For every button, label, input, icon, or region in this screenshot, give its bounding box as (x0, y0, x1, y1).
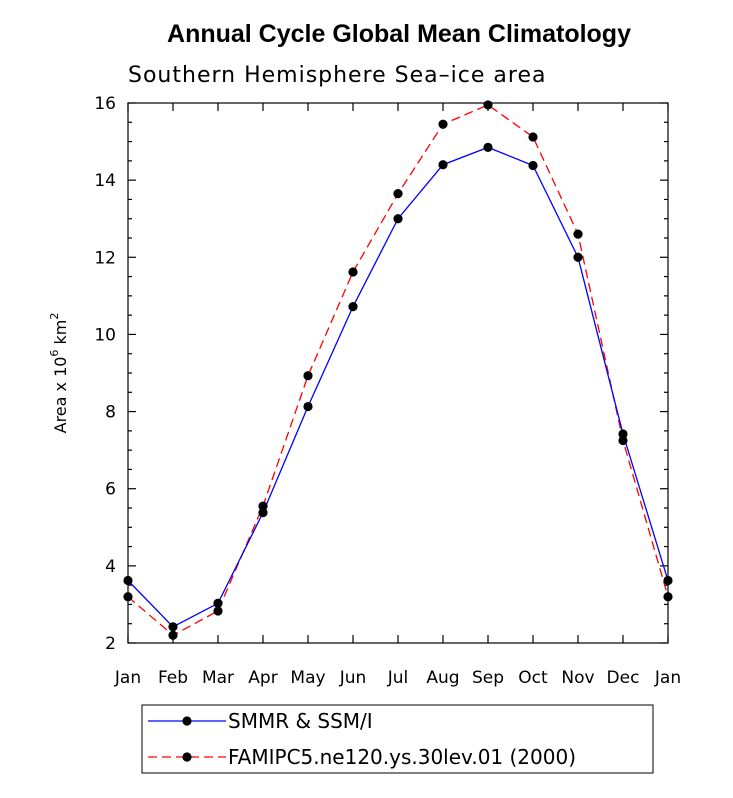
y-tick-label: 16 (94, 94, 116, 114)
data-point (573, 252, 583, 262)
y-axis-label-base: Area x 10 (51, 357, 70, 434)
data-point (483, 100, 493, 110)
y-tick-label: 8 (105, 403, 116, 423)
data-point (438, 119, 448, 129)
y-axis-label-mid: km (51, 320, 70, 350)
data-point (393, 189, 403, 199)
x-tick-label: Apr (248, 668, 277, 688)
data-point (663, 592, 673, 602)
y-tick-label: 12 (94, 248, 116, 268)
data-point (663, 575, 673, 586)
x-tick-label: Mar (202, 668, 234, 688)
y-axis-label-exp2: 2 (48, 313, 61, 320)
data-point (213, 606, 223, 616)
y-tick-label: 14 (94, 171, 116, 191)
data-point (348, 267, 358, 277)
series-line (127, 104, 669, 637)
y-tick-label: 4 (105, 557, 116, 577)
data-point (123, 575, 133, 586)
data-point (258, 501, 268, 511)
data-point (303, 401, 313, 412)
data-point (528, 132, 538, 142)
x-tick-label: Dec (607, 668, 640, 688)
chart-title: Annual Cycle Global Mean Climatology (167, 20, 631, 48)
data-point (528, 160, 538, 171)
data-point (618, 435, 628, 446)
y-tick-label: 2 (105, 634, 116, 654)
legend-box (141, 704, 654, 774)
x-tick-label: Feb (158, 668, 188, 688)
data-point (618, 429, 628, 439)
legend-label: SMMR & SSM/I (228, 709, 373, 733)
legend-marker (182, 716, 192, 726)
data-point (393, 214, 403, 224)
chart-subtitle: Southern Hemisphere Sea–ice area (128, 63, 546, 88)
x-tick-label: Aug (426, 668, 459, 688)
data-point (348, 302, 358, 312)
series-layer (123, 100, 673, 640)
x-tick-label: May (290, 668, 325, 688)
data-point (213, 598, 223, 608)
x-tick-label: Jul (387, 668, 409, 688)
x-tick-label: Nov (561, 668, 594, 688)
y-axis-label-exp1: 6 (48, 350, 61, 357)
y-tick-labels: 2 4 6 8 10 12 14 16 (94, 94, 116, 654)
data-point (258, 508, 268, 518)
legend-label: FAMIPC5.ne120.ys.30lev.01 (2000) (228, 745, 576, 769)
data-point (168, 630, 178, 640)
data-point (438, 160, 448, 170)
plot-frame (127, 102, 669, 644)
y-tick-label: 10 (94, 325, 116, 345)
y-axis-label: Area x 106 km2 (48, 313, 70, 434)
x-tick-label: Oct (518, 668, 548, 688)
data-point (573, 229, 583, 239)
x-tick-label: Sep (472, 668, 504, 688)
svg-text:Area x 106 km2: Area x 106 km2 (48, 313, 70, 434)
data-point (123, 592, 133, 602)
legend: SMMR & SSM/I FAMIPC5.ne120.ys.30lev.01 (2… (148, 709, 576, 769)
x-tick-labels: Jan Feb Mar Apr May Jun Jul Aug Sep Oct Nov Dec Jan (114, 668, 681, 688)
x-tick-label: Jun (339, 668, 367, 688)
axis-ticks (127, 102, 669, 644)
y-tick-label: 6 (105, 480, 116, 500)
data-point (303, 371, 313, 381)
x-tick-label: Jan (114, 668, 141, 688)
data-point (168, 622, 178, 632)
data-point (483, 142, 493, 152)
x-tick-label: Jan (654, 668, 681, 688)
legend-marker (182, 752, 192, 762)
